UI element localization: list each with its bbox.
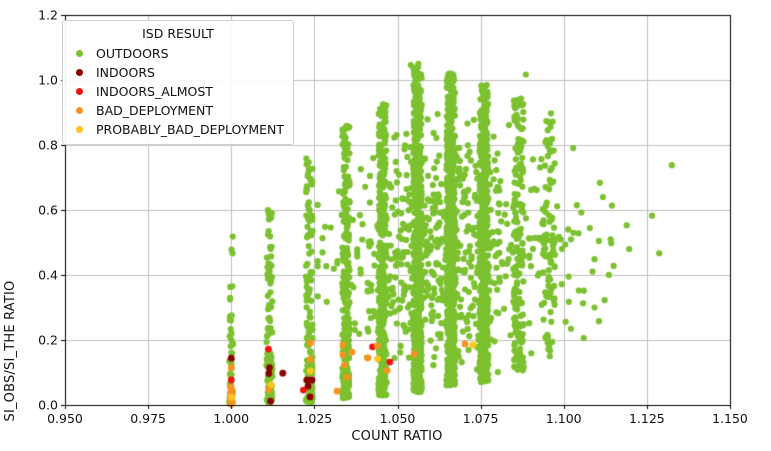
legend-item-indoors: INDOORS [63, 63, 293, 82]
legend-item-label: INDOORS_ALMOST [96, 84, 213, 99]
y-tick-label: 0.6 [38, 202, 58, 218]
x-tick-label: 0.950 [47, 411, 83, 426]
x-tick-label: 1.025 [296, 411, 333, 426]
x-tick-label: 1.100 [545, 411, 582, 426]
legend-marker-icon [76, 88, 83, 95]
legend-item-label: INDOORS [96, 65, 155, 80]
legend-item-probably_bad_deployment: PROBABLY_BAD_DEPLOYMENT [63, 120, 293, 139]
legend-title: ISD RESULT [142, 26, 214, 41]
x-axis-label: COUNT RATIO [351, 429, 443, 444]
legend-item-label: BAD_DEPLOYMENT [96, 103, 214, 118]
x-tick-label: 1.125 [628, 411, 665, 426]
x-tick-label: 1.000 [213, 411, 250, 426]
x-tick-label: 1.075 [462, 411, 499, 426]
y-axis-label: SI_OBS/SI_THE RATIO [3, 280, 18, 422]
legend-item-label: OUTDOORS [96, 46, 169, 61]
legend-item-indoors_almost: INDOORS_ALMOST [63, 82, 293, 101]
legend-marker-icon [76, 69, 83, 76]
legend-marker-icon [76, 50, 83, 57]
y-tick-label: 0.2 [38, 332, 58, 348]
legend-box: ISD RESULT OUTDOORS INDOORS INDOORS_ALMOST… [62, 20, 294, 145]
legend-item-outdoors: OUTDOORS [63, 44, 293, 63]
legend-rows: OUTDOORS INDOORS INDOORS_ALMOST BAD_DEPLOYM… [63, 44, 293, 139]
legend-marker-icon [76, 126, 83, 133]
legend-item-bad_deployment: BAD_DEPLOYMENT [63, 101, 293, 120]
y-tick-label: 1.2 [38, 7, 58, 23]
x-tick-label: 1.150 [712, 411, 748, 426]
legend-marker-icon [76, 107, 83, 114]
y-tick-label: 0.4 [38, 267, 58, 283]
y-tick-label: 0.8 [38, 137, 58, 153]
x-tick-label: 0.975 [130, 411, 167, 426]
y-tick-label: 1.0 [38, 72, 58, 88]
y-tick-label: 0.0 [38, 397, 58, 413]
legend-item-label: PROBABLY_BAD_DEPLOYMENT [96, 122, 284, 137]
x-tick-label: 1.050 [379, 411, 416, 426]
